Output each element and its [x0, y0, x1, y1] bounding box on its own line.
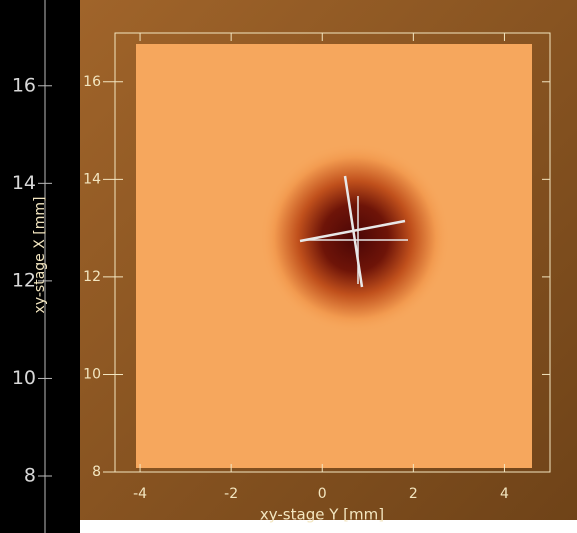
- y2-tick-label: 16: [12, 74, 36, 96]
- chart: xy-stage Y [mm] xy-stage X [mm] -4 -2 0 2 4 8…: [0, 0, 577, 533]
- y-axis-label: xy-stage X [mm]: [32, 197, 48, 314]
- y2-tick-label: 12: [12, 269, 36, 291]
- image-spot: [136, 44, 532, 468]
- x-axis-label: xy-stage Y [mm]: [260, 506, 384, 524]
- y2-tick-label: 8: [24, 465, 36, 487]
- x-tick-label: 4: [500, 486, 509, 502]
- y-tick-label: 12: [83, 269, 101, 285]
- y2-tick-label: 14: [12, 172, 36, 194]
- x-tick-label: -4: [133, 486, 147, 502]
- y-tick-label: 16: [83, 74, 101, 90]
- y-tick-label: 10: [83, 366, 101, 382]
- x-tick-label: 0: [318, 486, 327, 502]
- y-tick-label: 14: [83, 171, 101, 187]
- y-tick-label: 8: [92, 464, 101, 480]
- x-tick-label: 2: [409, 486, 418, 502]
- x-tick-label: -2: [224, 486, 238, 502]
- y2-tick-label: 10: [12, 367, 36, 389]
